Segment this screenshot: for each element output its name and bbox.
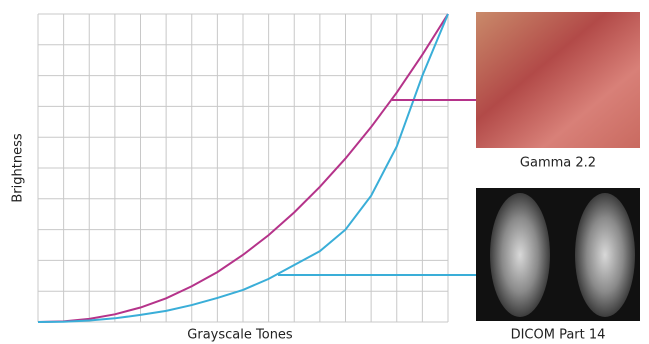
- legend-label: Gamma 2.2: [520, 156, 596, 171]
- endoscopy-image: [476, 12, 640, 148]
- y-axis-label: Brightness: [11, 133, 26, 202]
- line-series: [37, 13, 449, 323]
- x-axis-label: Grayscale Tones: [187, 328, 293, 343]
- grid: [37, 13, 449, 323]
- legend-label: DICOM Part 14: [511, 328, 606, 343]
- line-series: [37, 13, 449, 323]
- xray-bone: [575, 193, 635, 317]
- curves: [37, 13, 449, 323]
- xray-bone: [490, 193, 550, 317]
